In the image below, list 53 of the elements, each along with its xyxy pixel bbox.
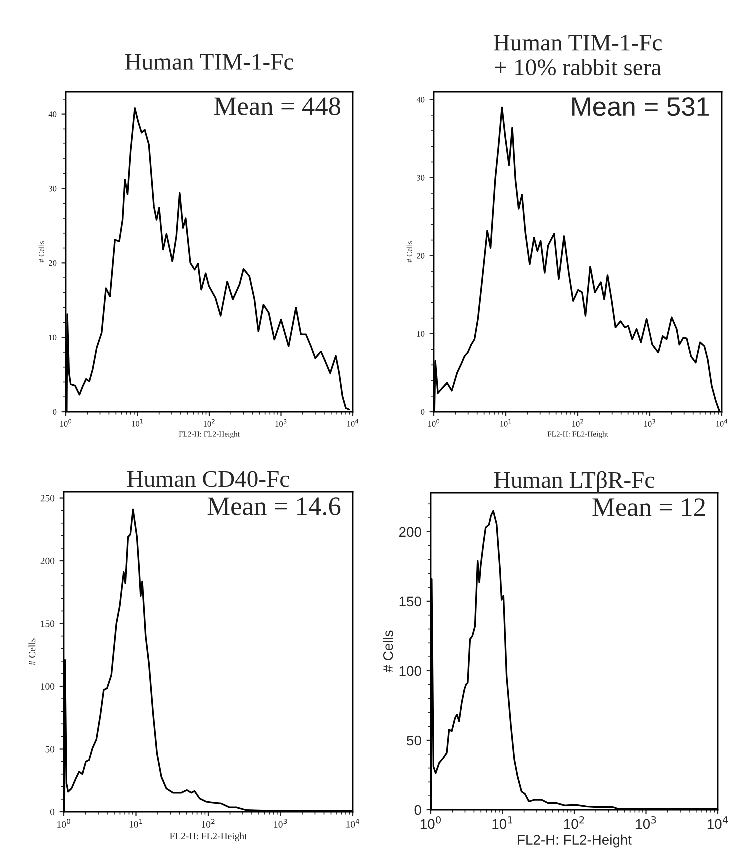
y-axis-title: # Cells bbox=[383, 630, 394, 673]
x-tick-label: 10$^{2}$ bbox=[204, 419, 215, 427]
x-tick-label: 10$^{0}$ bbox=[58, 819, 70, 828]
y-tick-label: 50 bbox=[46, 746, 55, 753]
y-tick-label: 0 bbox=[53, 409, 57, 415]
annotation: Mean = 448 bbox=[214, 98, 341, 116]
x-tick-label: 10$^{3}$ bbox=[644, 419, 656, 427]
y-tick-label: 10 bbox=[49, 334, 57, 341]
y-axis-title: # Cells bbox=[28, 638, 36, 666]
annotation: Mean = 14.6 bbox=[208, 498, 341, 516]
y-tick-label: 200 bbox=[40, 558, 55, 564]
x-tick-label: 10$^{0}$ bbox=[420, 816, 442, 830]
y-tick-label: 150 bbox=[400, 596, 422, 607]
annotation: Mean = 12 bbox=[592, 498, 706, 516]
annotation: Mean = 531 bbox=[572, 97, 710, 116]
chart-title: Human LTβR-Fc bbox=[494, 471, 654, 493]
x-tick-label: 10$^{4}$ bbox=[716, 419, 728, 427]
chart-title: Human CD40-Fc bbox=[128, 471, 290, 488]
x-tick-label: 10$^{2}$ bbox=[564, 816, 584, 830]
x-axis-title: FL2-H: FL2-Height bbox=[518, 834, 632, 848]
x-tick-label: 10$^{4}$ bbox=[348, 419, 359, 427]
y-tick-label: 40 bbox=[416, 97, 425, 103]
x-tick-label: 10$^{4}$ bbox=[708, 816, 728, 830]
x-tick-label: 10$^{2}$ bbox=[572, 419, 584, 427]
x-tick-label: 10$^{3}$ bbox=[636, 816, 656, 830]
y-tick-label: 20 bbox=[49, 260, 57, 266]
y-tick-label: 30 bbox=[49, 186, 57, 192]
y-tick-label: 200 bbox=[400, 527, 422, 538]
y-tick-label: 30 bbox=[417, 175, 425, 181]
x-tick-label: 10$^{3}$ bbox=[276, 419, 287, 427]
chart-title: Human TIM-1-Fc + 10% rabbit sera bbox=[494, 35, 662, 76]
y-tick-label: 250 bbox=[40, 495, 55, 502]
y-tick-label: 100 bbox=[400, 666, 422, 676]
x-tick-label: 10$^{3}$ bbox=[274, 819, 288, 828]
x-tick-label: 10$^{1}$ bbox=[132, 419, 144, 427]
y-tick-label: 10 bbox=[417, 331, 425, 337]
y-tick-label: 40 bbox=[48, 112, 57, 118]
x-tick-label: 10$^{4}$ bbox=[346, 819, 360, 828]
y-tick-label: 50 bbox=[407, 736, 422, 746]
y-tick-label: 20 bbox=[417, 253, 425, 259]
y-tick-label: 0 bbox=[414, 805, 422, 816]
x-tick-label: 10$^{1}$ bbox=[500, 419, 512, 427]
y-tick-label: 150 bbox=[41, 620, 55, 628]
chart-title: Human TIM-1-Fc bbox=[125, 54, 294, 70]
x-tick-label: 10$^{1}$ bbox=[130, 819, 143, 828]
y-tick-label: 0 bbox=[421, 409, 425, 415]
x-tick-label: 10$^{2}$ bbox=[202, 819, 215, 828]
y-tick-label: 0 bbox=[50, 808, 55, 816]
x-tick-label: 10$^{0}$ bbox=[428, 419, 440, 427]
x-tick-label: 10$^{1}$ bbox=[492, 816, 513, 830]
y-tick-label: 100 bbox=[41, 683, 55, 690]
x-axis-title: FL2-H: FL2-Height bbox=[170, 832, 248, 842]
x-tick-label: 10$^{0}$ bbox=[60, 419, 72, 427]
